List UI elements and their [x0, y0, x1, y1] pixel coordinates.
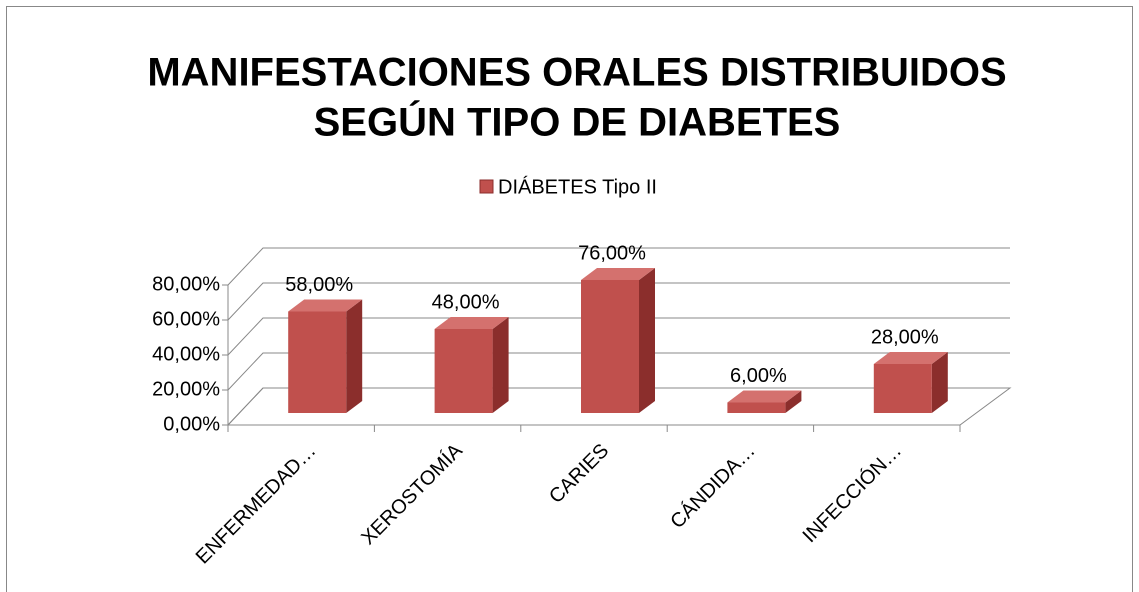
bar — [434, 317, 509, 413]
y-tick-label: 40,00% — [152, 343, 220, 365]
grid-line — [227, 352, 1010, 391]
bar-side — [639, 268, 655, 413]
legend-swatch — [479, 179, 494, 194]
value-label: 6,00% — [730, 365, 787, 387]
bar-top — [873, 352, 948, 364]
chart-border — [6, 6, 1133, 592]
value-label: 58,00% — [285, 274, 353, 296]
chart-title: SEGÚN TIPO DE DIABETES — [314, 99, 841, 145]
grid-line — [227, 282, 1010, 321]
bar — [873, 352, 948, 413]
y-tick-label: 80,00% — [152, 273, 220, 295]
bar-front — [288, 311, 347, 413]
legend-label: DIÁBETES Tipo II — [498, 175, 657, 198]
value-label: 76,00% — [578, 242, 646, 264]
y-tick-label: 20,00% — [152, 378, 220, 400]
bar-top — [288, 299, 363, 312]
bar-side — [492, 317, 509, 413]
bar-front — [581, 280, 639, 413]
bar-top — [727, 390, 802, 403]
bar-top — [434, 317, 509, 329]
y-tick-label: 0,00% — [163, 413, 220, 435]
bar — [581, 268, 655, 413]
value-label: 48,00% — [432, 291, 500, 313]
value-label: 28,00% — [871, 326, 939, 348]
grid-line — [227, 247, 1010, 286]
bar — [727, 390, 802, 413]
bar-side — [785, 390, 802, 413]
bar-top — [581, 268, 655, 280]
bar-side — [931, 352, 948, 413]
y-tick-label: 60,00% — [152, 308, 220, 330]
bar-front — [873, 364, 932, 413]
grid-line — [227, 387, 1010, 426]
bar-front — [434, 329, 493, 413]
chart-title: MANIFESTACIONES ORALES DISTRIBUIDOS — [147, 51, 1006, 95]
bar — [288, 299, 363, 413]
grid-line — [227, 317, 1010, 356]
bar-front — [727, 402, 786, 413]
bar-side — [346, 299, 363, 413]
